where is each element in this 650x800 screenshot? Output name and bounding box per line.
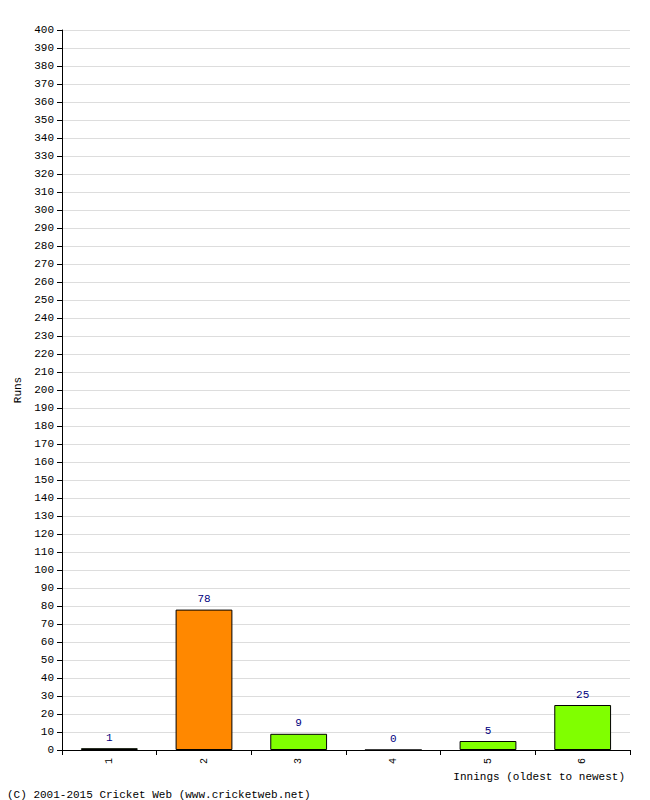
svg-text:1: 1 bbox=[104, 758, 115, 764]
svg-text:200: 200 bbox=[34, 384, 54, 396]
svg-text:330: 330 bbox=[34, 150, 54, 162]
svg-text:30: 30 bbox=[41, 690, 54, 702]
svg-text:9: 9 bbox=[295, 717, 302, 729]
svg-text:260: 260 bbox=[34, 276, 54, 288]
svg-text:4: 4 bbox=[388, 758, 399, 764]
svg-text:Runs: Runs bbox=[12, 377, 24, 403]
svg-text:2: 2 bbox=[199, 758, 210, 764]
svg-text:210: 210 bbox=[34, 366, 54, 378]
svg-text:380: 380 bbox=[34, 60, 54, 72]
svg-text:240: 240 bbox=[34, 312, 54, 324]
svg-text:(C) 2001-2015 Cricket Web (www: (C) 2001-2015 Cricket Web (www.cricketwe… bbox=[7, 789, 311, 800]
svg-text:280: 280 bbox=[34, 240, 54, 252]
svg-text:50: 50 bbox=[41, 654, 54, 666]
svg-text:290: 290 bbox=[34, 222, 54, 234]
svg-text:140: 140 bbox=[34, 492, 54, 504]
svg-text:120: 120 bbox=[34, 528, 54, 540]
svg-text:220: 220 bbox=[34, 348, 54, 360]
svg-text:20: 20 bbox=[41, 708, 54, 720]
svg-text:6: 6 bbox=[577, 758, 588, 764]
svg-text:190: 190 bbox=[34, 402, 54, 414]
svg-text:180: 180 bbox=[34, 420, 54, 432]
svg-text:25: 25 bbox=[576, 689, 589, 701]
svg-text:Innings (oldest to newest): Innings (oldest to newest) bbox=[453, 771, 625, 783]
svg-text:150: 150 bbox=[34, 474, 54, 486]
svg-text:370: 370 bbox=[34, 78, 54, 90]
svg-text:60: 60 bbox=[41, 636, 54, 648]
svg-text:230: 230 bbox=[34, 330, 54, 342]
svg-text:0: 0 bbox=[390, 733, 397, 745]
svg-text:320: 320 bbox=[34, 168, 54, 180]
svg-text:100: 100 bbox=[34, 564, 54, 576]
svg-text:5: 5 bbox=[485, 725, 492, 737]
svg-text:250: 250 bbox=[34, 294, 54, 306]
svg-text:390: 390 bbox=[34, 42, 54, 54]
svg-text:400: 400 bbox=[34, 24, 54, 36]
svg-text:10: 10 bbox=[41, 726, 54, 738]
svg-text:270: 270 bbox=[34, 258, 54, 270]
svg-text:130: 130 bbox=[34, 510, 54, 522]
svg-text:80: 80 bbox=[41, 600, 54, 612]
svg-text:340: 340 bbox=[34, 132, 54, 144]
svg-text:70: 70 bbox=[41, 618, 54, 630]
svg-text:78: 78 bbox=[197, 593, 210, 605]
svg-text:160: 160 bbox=[34, 456, 54, 468]
svg-text:310: 310 bbox=[34, 186, 54, 198]
svg-text:350: 350 bbox=[34, 114, 54, 126]
svg-text:1: 1 bbox=[106, 732, 113, 744]
svg-text:360: 360 bbox=[34, 96, 54, 108]
svg-text:3: 3 bbox=[293, 758, 304, 764]
svg-text:40: 40 bbox=[41, 672, 54, 684]
svg-text:0: 0 bbox=[47, 744, 54, 756]
svg-text:110: 110 bbox=[34, 546, 54, 558]
svg-text:90: 90 bbox=[41, 582, 54, 594]
svg-text:170: 170 bbox=[34, 438, 54, 450]
svg-text:300: 300 bbox=[34, 204, 54, 216]
svg-text:5: 5 bbox=[483, 758, 494, 764]
